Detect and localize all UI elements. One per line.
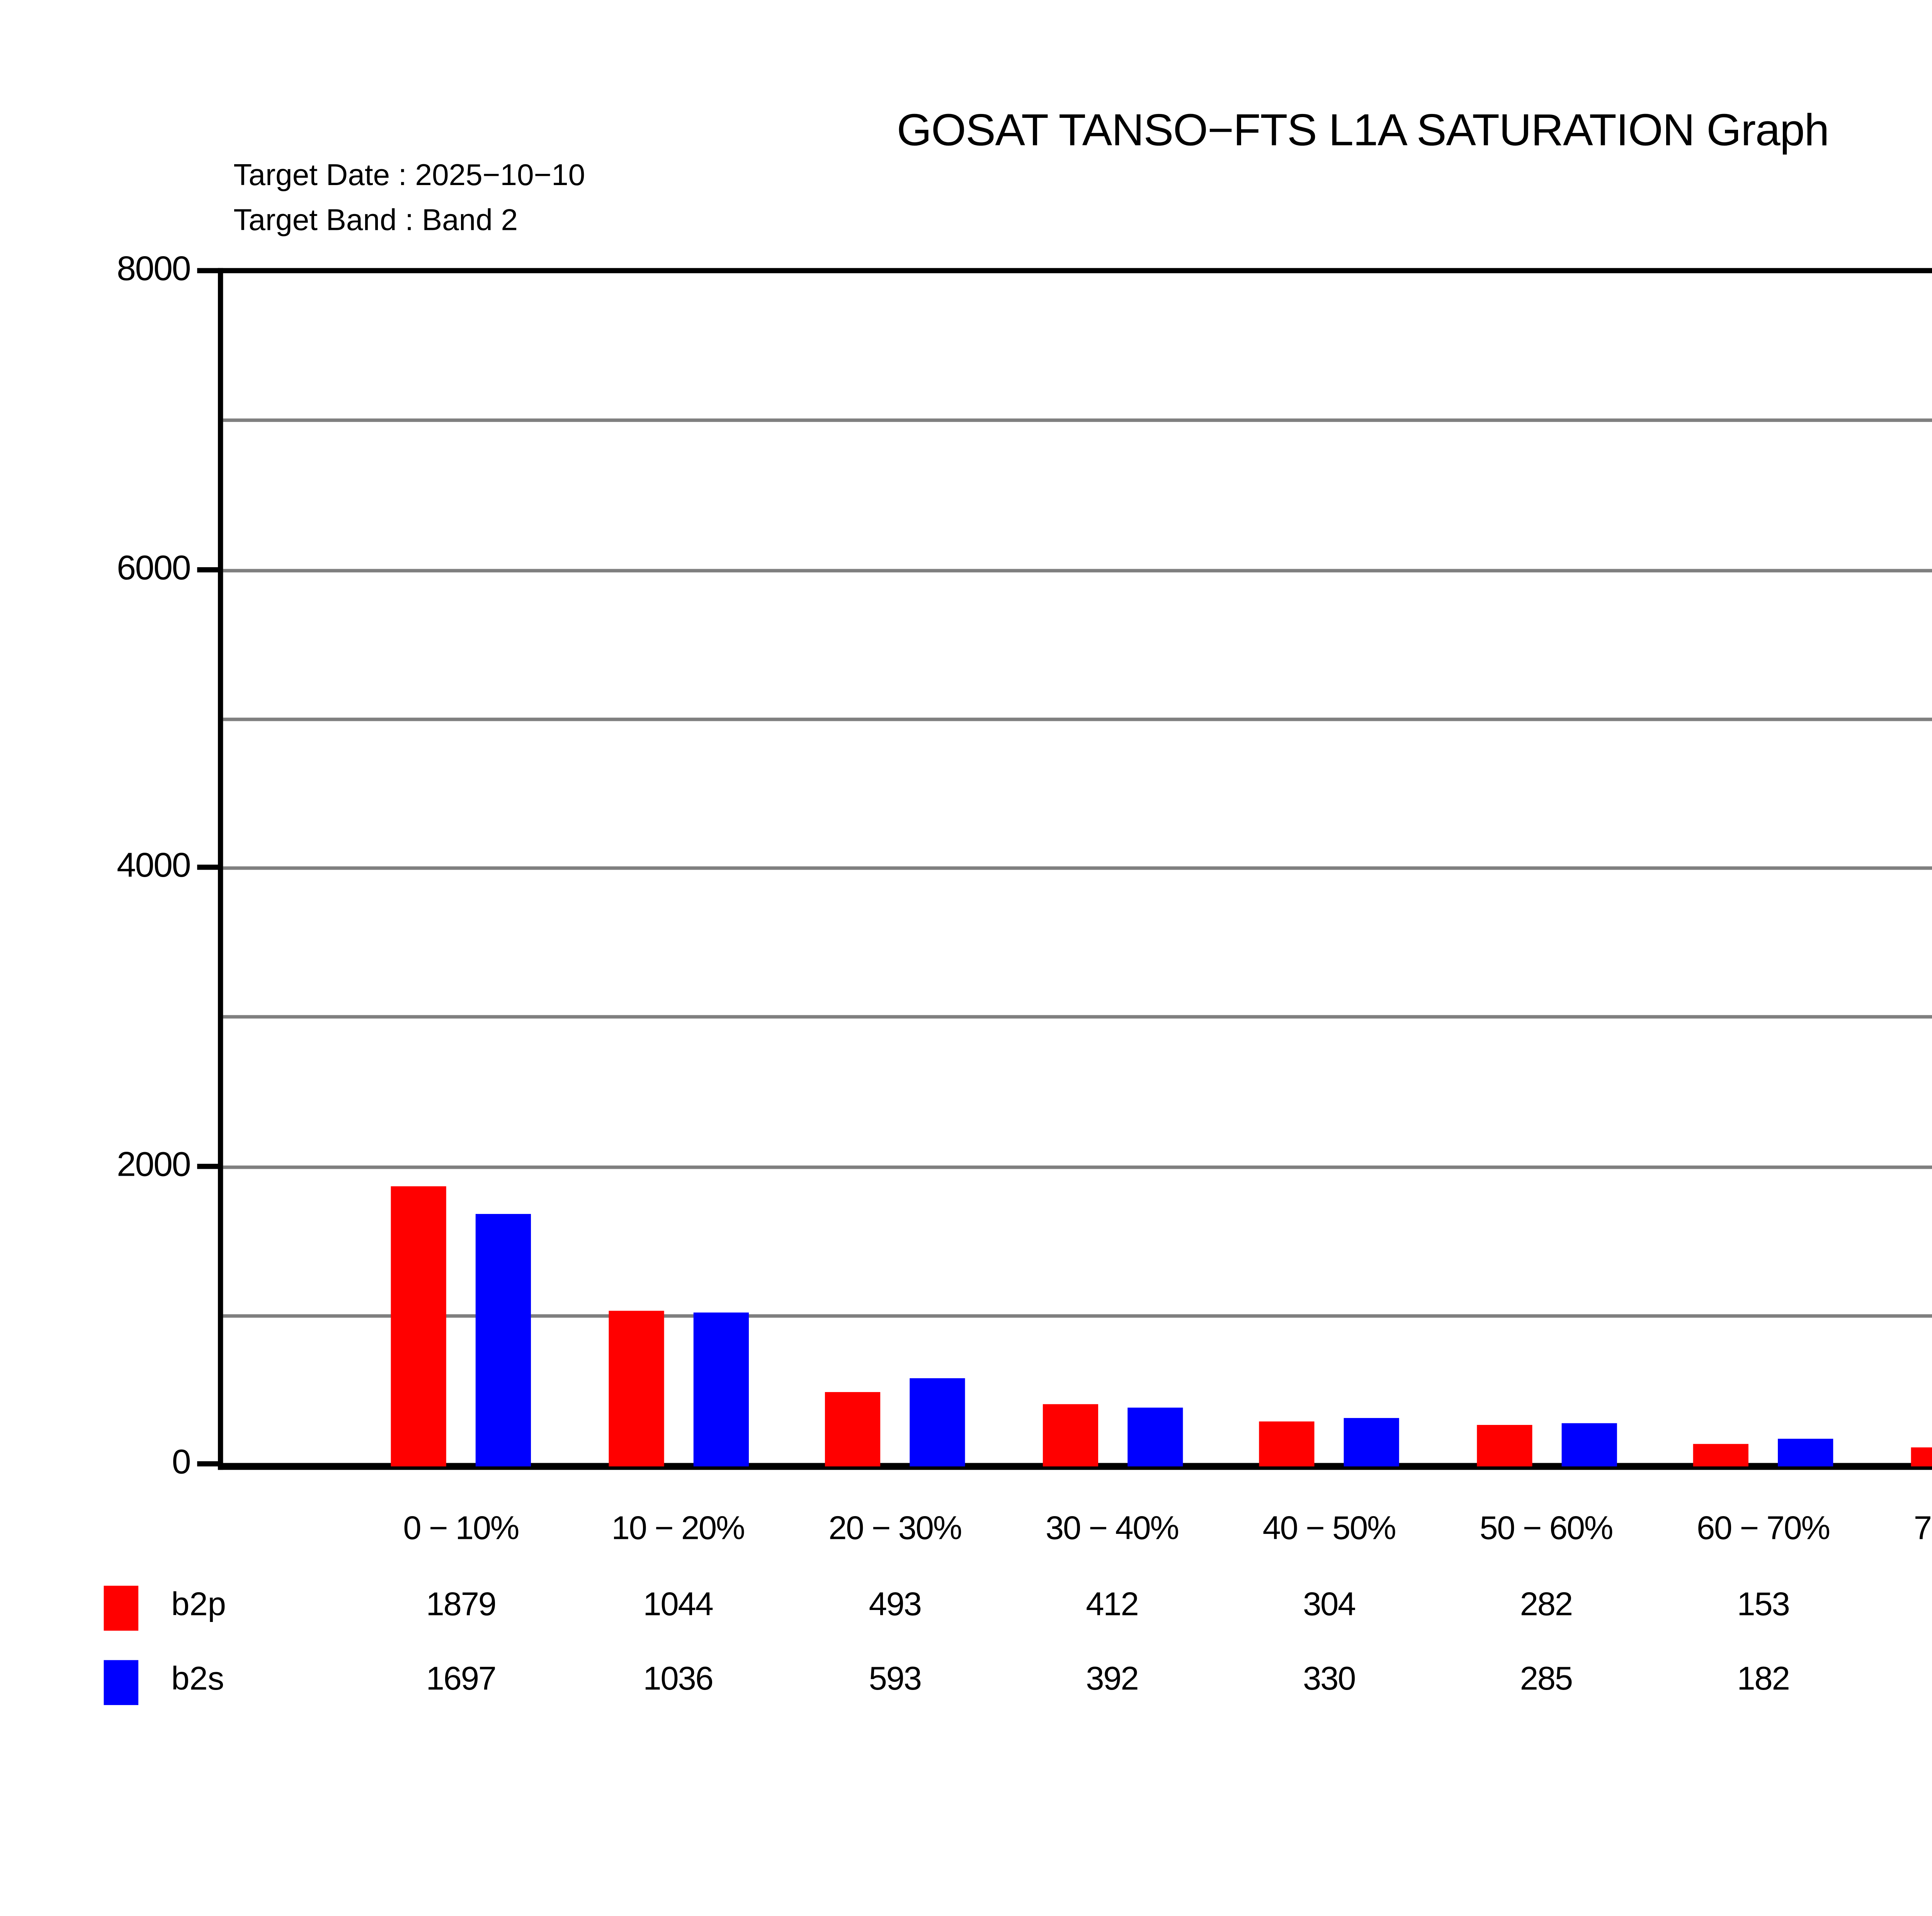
value-b2s-3: 392 bbox=[1086, 1662, 1139, 1698]
y-tick-left-6000 bbox=[197, 566, 220, 572]
gridline-1000 bbox=[223, 1314, 1932, 1318]
value-b2s-7: 134 bbox=[1859, 1662, 1932, 1700]
x-axis-label-7: 70 − 80% bbox=[1913, 1511, 1932, 1548]
value-b2s-6: 182 bbox=[1737, 1662, 1790, 1698]
y-tick-left-4000 bbox=[197, 864, 220, 870]
value-b2p-0: 1879 bbox=[426, 1587, 497, 1624]
legend-swatch-b2p bbox=[104, 1586, 139, 1631]
y-axis-label-0: 0 bbox=[172, 1444, 191, 1482]
bar-b2s-0 bbox=[475, 1213, 531, 1467]
value-b2s-5: 285 bbox=[1520, 1662, 1573, 1698]
legend-label-b2p: b2p bbox=[171, 1587, 226, 1624]
bar-b2p-7 bbox=[1910, 1448, 1932, 1467]
x-axis-label-4: 40 − 50% bbox=[1262, 1511, 1396, 1548]
value-b2s-1: 1036 bbox=[643, 1662, 714, 1698]
bar-b2p-3 bbox=[1042, 1405, 1097, 1467]
gridline-7000 bbox=[223, 419, 1932, 423]
value-b2p-1: 1044 bbox=[643, 1587, 714, 1624]
x-axis-label-5: 50 − 60% bbox=[1480, 1511, 1613, 1548]
bar-b2s-2 bbox=[910, 1378, 965, 1467]
y-tick-left-2000 bbox=[197, 1163, 220, 1168]
gridline-4000 bbox=[223, 866, 1932, 870]
y-axis-label-2000: 2000 bbox=[117, 1146, 191, 1184]
value-b2s-0: 1697 bbox=[426, 1662, 497, 1698]
y-axis-label-4000: 4000 bbox=[117, 847, 191, 886]
y-axis-label-6000: 6000 bbox=[117, 549, 191, 587]
plot-frame-top bbox=[218, 268, 1932, 274]
bar-b2p-4 bbox=[1259, 1421, 1315, 1467]
value-b2s-2: 593 bbox=[869, 1662, 922, 1698]
value-b2p-2: 493 bbox=[869, 1587, 922, 1624]
value-b2s-4: 330 bbox=[1303, 1662, 1356, 1698]
x-axis-label-3: 30 − 40% bbox=[1045, 1511, 1179, 1548]
y-axis-label-8000: 8000 bbox=[117, 250, 191, 289]
value-b2p-4: 304 bbox=[1303, 1587, 1356, 1624]
x-axis-label-6: 60 − 70% bbox=[1697, 1511, 1830, 1548]
y-tick-left-8000 bbox=[197, 268, 220, 274]
bar-b2s-1 bbox=[692, 1312, 748, 1467]
legend-label-b2s: b2s bbox=[171, 1662, 224, 1698]
chart-title: GOSAT TANSO−FTS L1A SATURATION Graph bbox=[896, 104, 1830, 156]
bar-b2s-5 bbox=[1561, 1424, 1616, 1467]
value-b2p-6: 153 bbox=[1737, 1587, 1790, 1624]
gridline-5000 bbox=[223, 717, 1932, 721]
target-date-label: Target Date : 2025−10−10 bbox=[233, 157, 585, 192]
bar-b2p-0 bbox=[391, 1186, 446, 1467]
bar-b2s-3 bbox=[1126, 1408, 1182, 1467]
value-b2p-3: 412 bbox=[1086, 1587, 1139, 1624]
gridline-6000 bbox=[223, 568, 1932, 572]
bar-b2p-2 bbox=[825, 1393, 881, 1467]
x-axis-label-2: 20 − 30% bbox=[828, 1511, 962, 1548]
gridline-3000 bbox=[223, 1015, 1932, 1019]
x-axis-label-0: 0 − 10% bbox=[403, 1511, 519, 1548]
bar-b2s-6 bbox=[1778, 1439, 1833, 1467]
legend-swatch-b2s bbox=[104, 1660, 139, 1705]
target-band-label: Target Band : Band 2 bbox=[233, 202, 518, 237]
bar-b2p-1 bbox=[608, 1311, 663, 1467]
value-b2p-5: 282 bbox=[1520, 1587, 1573, 1624]
y-tick-left-0 bbox=[197, 1461, 220, 1467]
bar-b2p-5 bbox=[1476, 1424, 1532, 1467]
gridline-2000 bbox=[223, 1165, 1932, 1168]
value-b2p-7: 125 bbox=[1859, 1588, 1932, 1625]
bar-b2p-6 bbox=[1693, 1443, 1748, 1467]
x-axis-label-1: 10 − 20% bbox=[611, 1511, 745, 1548]
bar-b2s-4 bbox=[1344, 1417, 1399, 1467]
